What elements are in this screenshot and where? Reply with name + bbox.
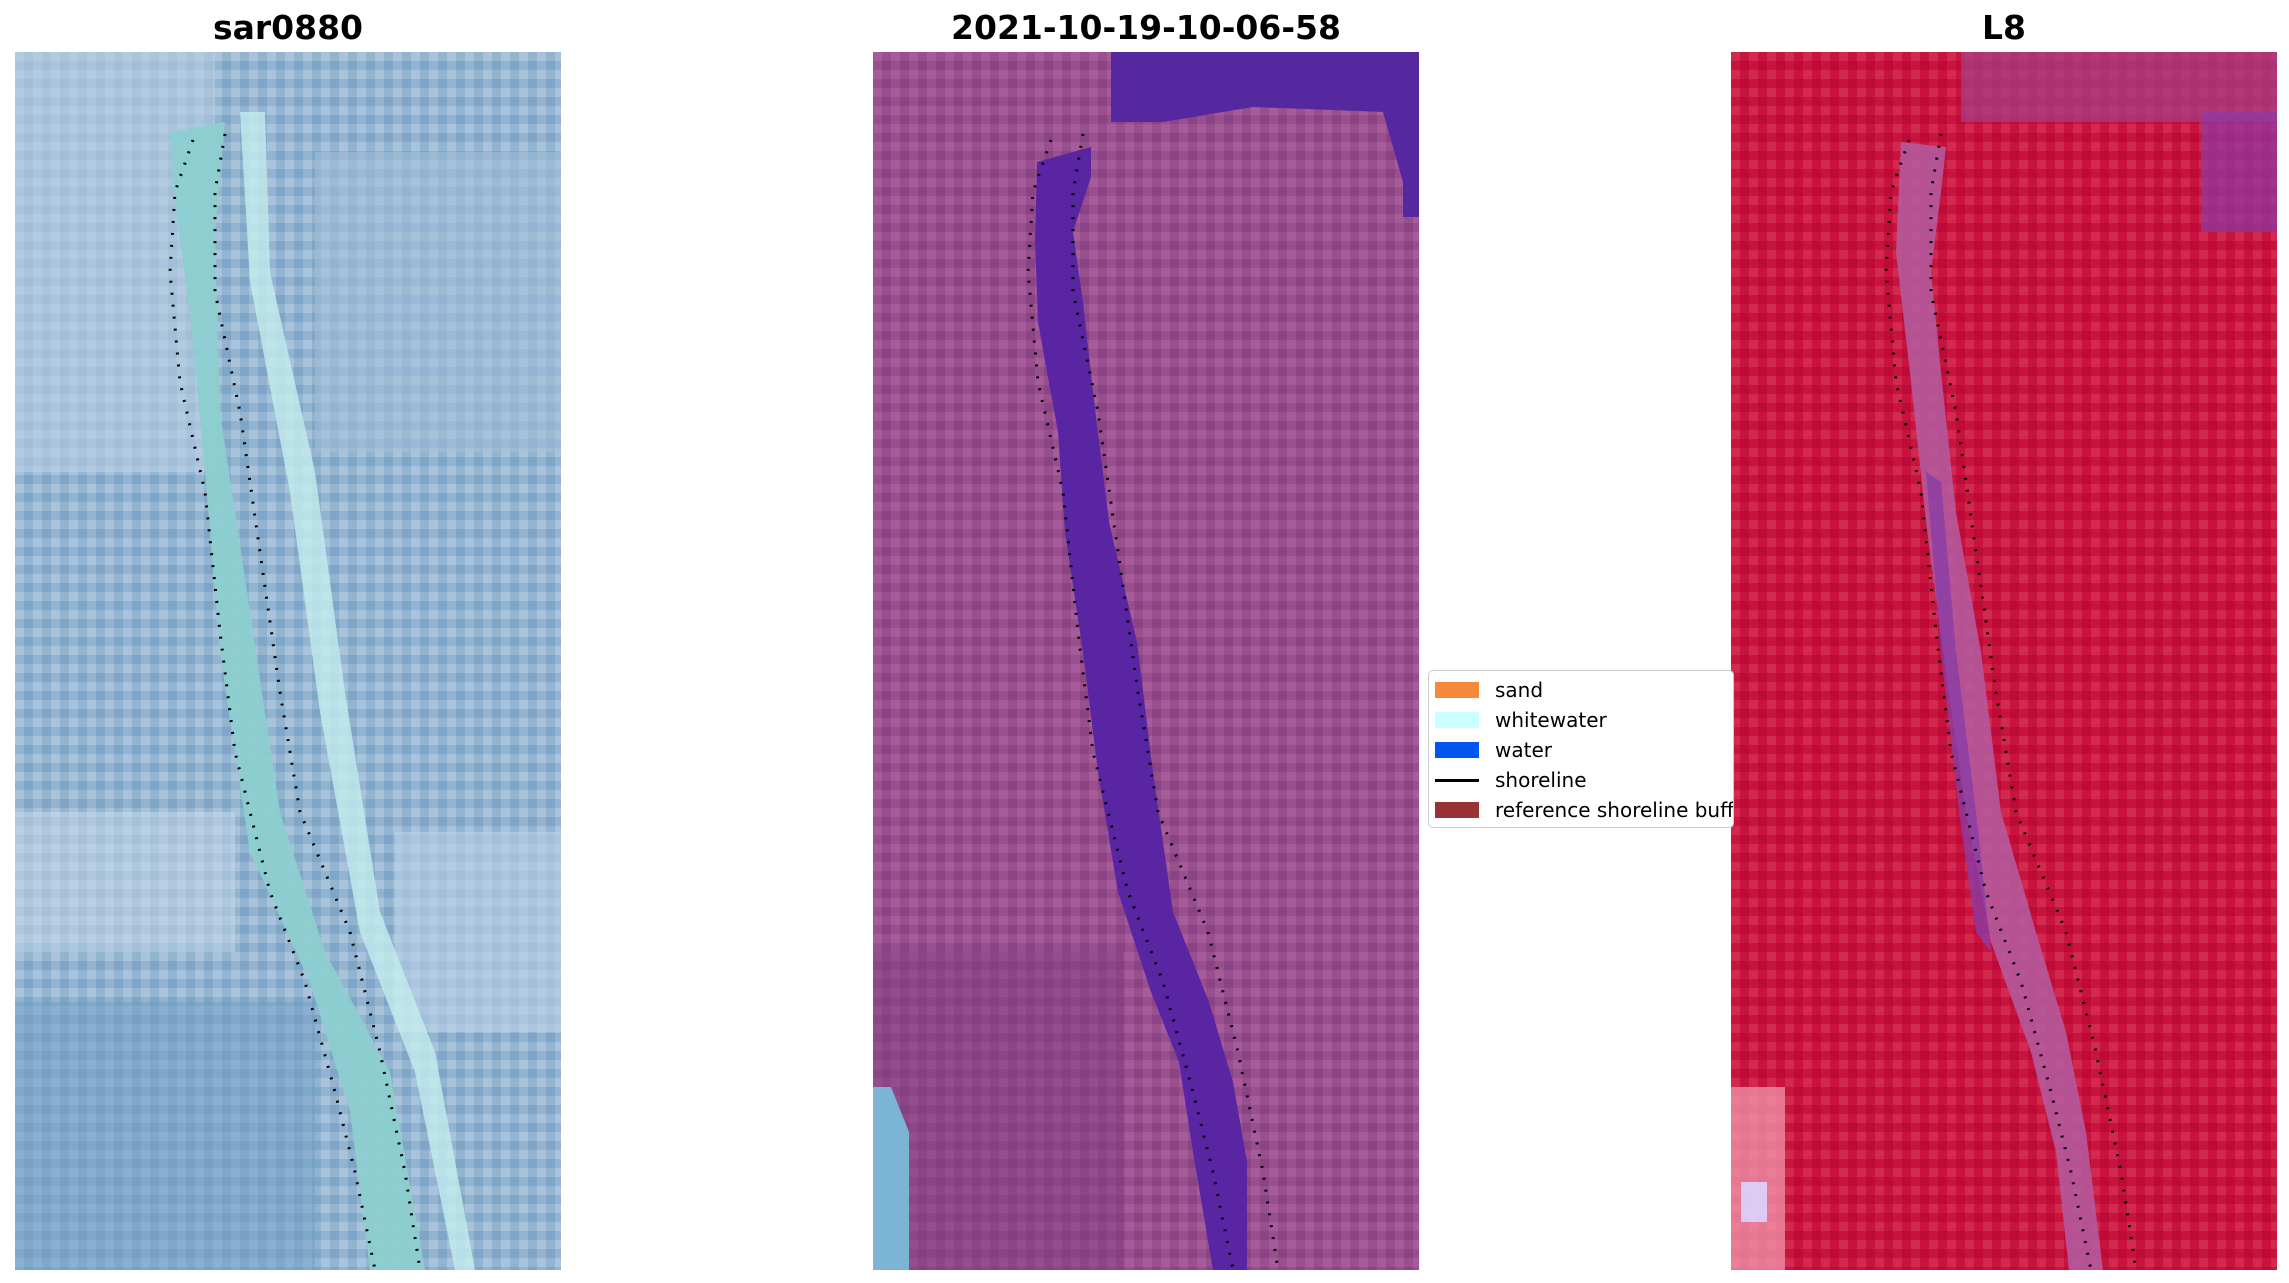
panel-title-rgb: sar0880 bbox=[212, 8, 364, 47]
legend-swatch-shoreline bbox=[1435, 779, 1479, 782]
legend-label-reference-buffer: reference shoreline buffer bbox=[1495, 798, 1734, 822]
legend-label-whitewater: whitewater bbox=[1495, 708, 1607, 732]
legend-item-water: water bbox=[1429, 737, 1733, 763]
legend-item-shoreline: shoreline bbox=[1429, 767, 1733, 793]
classified-image-panel bbox=[873, 52, 1419, 1270]
legend-item-whitewater: whitewater bbox=[1429, 707, 1733, 733]
classified-land bbox=[873, 52, 1419, 1270]
rgb-image bbox=[15, 52, 561, 1270]
water-bottomleft bbox=[873, 1087, 909, 1270]
legend-swatch-reference-buffer bbox=[1435, 802, 1479, 818]
legend-swatch-water bbox=[1435, 742, 1479, 758]
legend-label-shoreline: shoreline bbox=[1495, 768, 1587, 792]
shoreline-overlay-3 bbox=[1884, 133, 2138, 1270]
mndwi-image bbox=[1731, 52, 2277, 1270]
panel-title-classified: 2021-10-19-10-06-58 bbox=[951, 8, 1341, 47]
legend-swatch-whitewater bbox=[1435, 712, 1479, 728]
legend-swatch-sand bbox=[1435, 682, 1479, 698]
panel-title-mndwi: L8 bbox=[1982, 8, 2026, 47]
legend-label-water: water bbox=[1495, 738, 1552, 762]
mndwi-land bbox=[1731, 52, 2277, 1270]
classified-image bbox=[873, 52, 1419, 1270]
mndwi-image-panel bbox=[1731, 52, 2277, 1270]
mndwi-river bbox=[1896, 142, 2103, 1270]
legend: sand whitewater water shoreline referenc… bbox=[1428, 670, 1734, 828]
water-topright bbox=[1111, 52, 1419, 217]
shoreline-overlay-1 bbox=[168, 133, 422, 1270]
rgb-image-panel bbox=[15, 52, 561, 1270]
shoreline-overlay-2 bbox=[1026, 133, 1280, 1270]
classified-river bbox=[1035, 147, 1247, 1270]
legend-item-sand: sand bbox=[1429, 677, 1733, 703]
legend-item-reference-buffer: reference shoreline buffer bbox=[1429, 797, 1734, 823]
legend-label-sand: sand bbox=[1495, 678, 1544, 702]
rgb-river bbox=[170, 122, 425, 1270]
